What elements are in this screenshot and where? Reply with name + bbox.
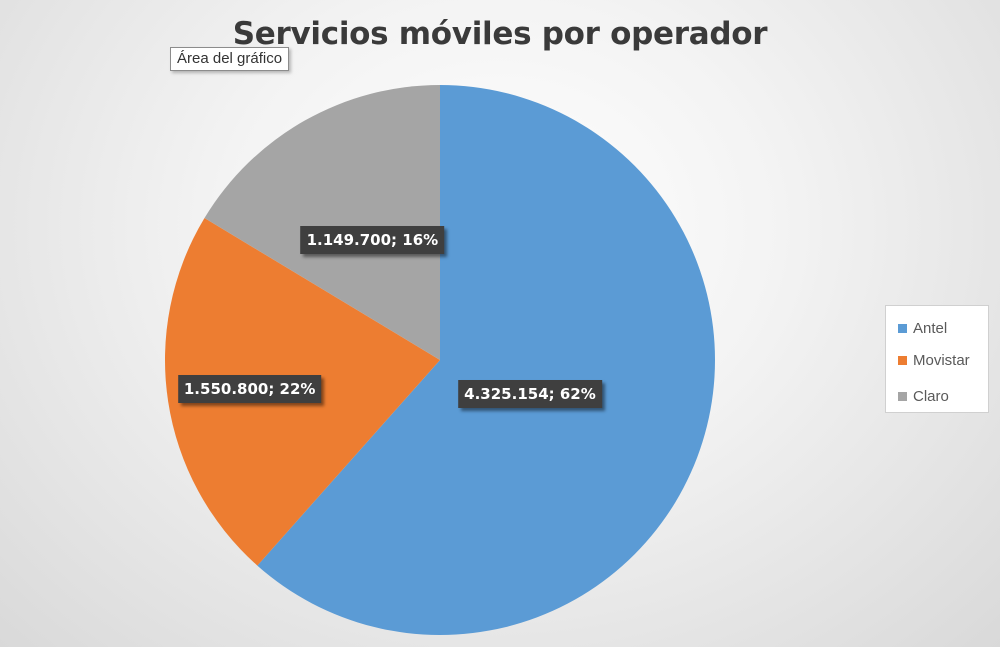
legend-item-antel[interactable]: Antel xyxy=(898,314,988,342)
data-label-claro[interactable]: 1.149.700; 16% xyxy=(300,226,445,255)
legend-item-movistar[interactable]: Movistar xyxy=(898,334,988,378)
legend-label-antel: Antel xyxy=(913,319,948,337)
chart-area-tooltip: Área del gráfico xyxy=(170,47,290,71)
legend-item-claro[interactable]: Claro xyxy=(898,370,988,414)
legend-label-movistar: Movistar xyxy=(913,351,970,369)
pie-slice-antel[interactable] xyxy=(257,85,715,635)
legend-swatch-claro xyxy=(898,391,907,401)
chart-title: Servicios móviles por operador xyxy=(232,16,768,52)
legend-swatch-movistar xyxy=(898,355,907,365)
legend-label-claro: Claro xyxy=(913,387,949,405)
legend-swatch-antel xyxy=(898,323,907,333)
data-label-movistar[interactable]: 1.550.800; 22% xyxy=(177,374,322,403)
data-label-antel[interactable]: 4.325.154; 62% xyxy=(458,380,602,409)
pie-slice-claro[interactable] xyxy=(204,85,440,360)
legend[interactable]: Antel Movistar Claro xyxy=(885,305,989,413)
